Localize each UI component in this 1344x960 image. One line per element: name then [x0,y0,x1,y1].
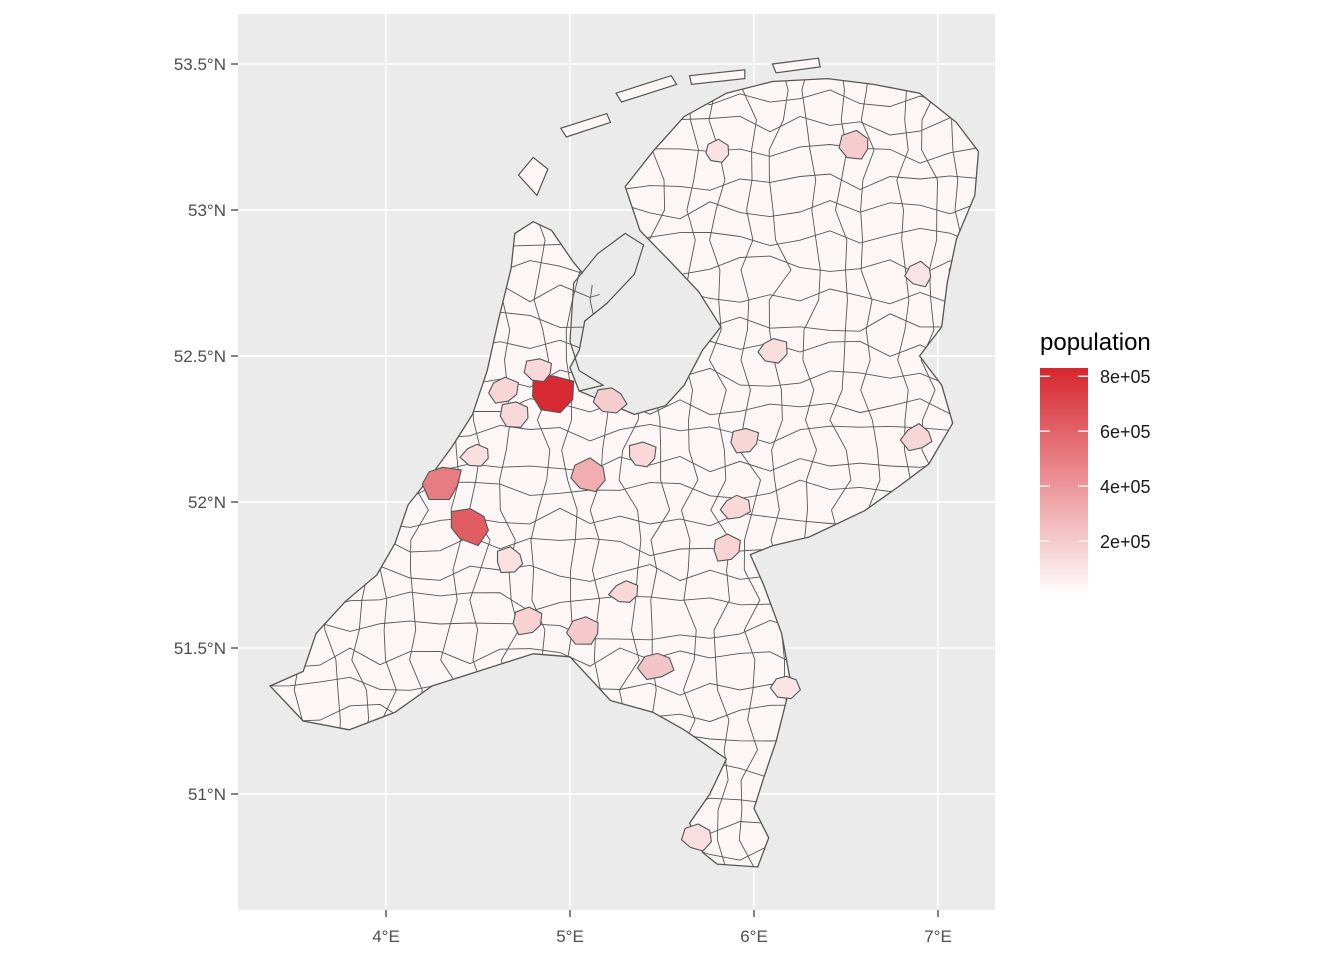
municipality-zwolle [757,338,788,364]
legend-break-label-1: 4e+05 [1100,477,1151,497]
municipality-haarlem [488,376,520,404]
lon-tick-label-3: 7°E [924,927,952,946]
municipality-arnhem [719,494,751,520]
lon-tick-label-1: 5°E [556,927,584,946]
boundary-line-v [708,78,731,868]
municipality-zaanstad [523,358,552,383]
wadden-island-4 [771,57,821,74]
municipality-emmen [904,260,932,288]
municipality-nijmegen [713,533,741,562]
municipality-venlo [769,675,802,700]
lon-tick-label-2: 6°E [740,927,768,946]
municipality-leeuwarden [705,138,730,163]
municipality-leiden [459,443,489,467]
lon-tick-label-0: 4°E [372,927,400,946]
longitude-axis: 4°E 5°E 6°E 7°E [372,910,952,946]
municipality-enschede [899,422,933,452]
municipality-tilburg [565,616,599,645]
municipality-breda [512,606,543,636]
municipality-haarlemmermeer [499,401,529,428]
wadden-island-3 [688,69,746,86]
wadden-island-1 [559,112,612,138]
municipality-almere [592,387,628,414]
municipality-groningen [838,129,869,160]
municipality-den-bosch [607,580,639,603]
lat-tick-label-2: 52.5°N [174,347,226,366]
municipality-den-haag [421,466,462,501]
legend-break-label-0: 2e+05 [1100,532,1151,552]
populated-municipalities [421,129,933,852]
lat-tick-label-4: 51.5°N [174,639,226,658]
municipality-amersfoort [628,441,657,468]
lat-tick-label-3: 52°N [188,493,226,512]
municipality-eindhoven [636,652,675,681]
legend: population 2e+05 4e+05 6e+05 8e+05 [1040,329,1151,596]
legend-colorbar [1040,368,1088,596]
lat-tick-label-5: 51°N [188,785,226,804]
municipality-rotterdam [450,508,490,547]
municipality-apeldoorn [730,427,760,454]
legend-break-label-2: 6e+05 [1100,422,1151,442]
legend-title: population [1040,329,1151,356]
legend-breaks: 2e+05 4e+05 6e+05 8e+05 [1040,367,1151,552]
ijsselmeer-water [569,232,645,392]
wadden-island-2 [615,74,678,103]
wadden-island-0 [517,156,549,197]
lat-tick-label-1: 53°N [188,201,226,220]
lat-tick-label-0: 53.5°N [174,55,226,74]
municipality-amsterdam [532,375,575,414]
municipality-utrecht [570,457,606,493]
legend-break-label-3: 8e+05 [1100,367,1151,387]
municipality-dordrecht [496,546,524,574]
latitude-axis: 53.5°N 53°N 52.5°N 52°N 51.5°N 51°N [174,55,238,804]
municipality-maastricht [680,823,712,852]
